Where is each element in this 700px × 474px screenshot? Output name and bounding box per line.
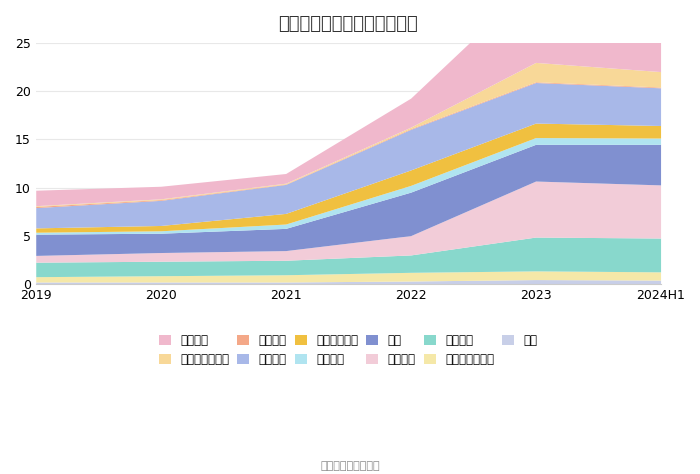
Text: 数据来源：恒生聚源: 数据来源：恒生聚源	[320, 461, 380, 471]
Legend: 货币资金, 交易性金融资产, 应收票据, 应收账款, 应收款项融资, 预付款项, 存货, 合同资产, 固定资产, 其他非流动资产, 其它: 货币资金, 交易性金融资产, 应收票据, 应收账款, 应收款项融资, 预付款项,…	[159, 334, 538, 365]
Title: 历年主要资产堆积图（亿元）: 历年主要资产堆积图（亿元）	[279, 15, 418, 33]
